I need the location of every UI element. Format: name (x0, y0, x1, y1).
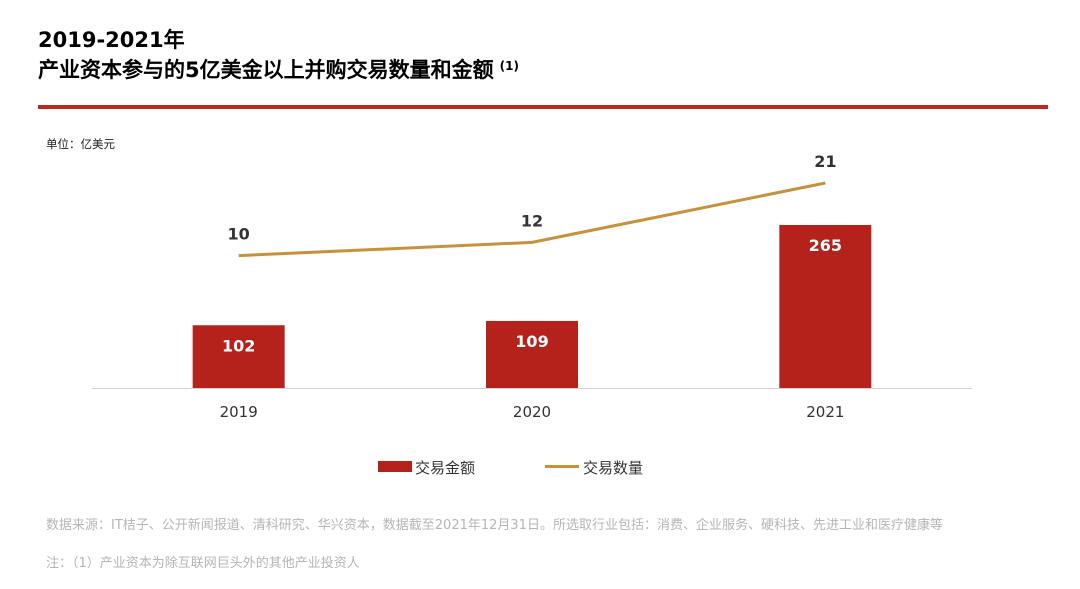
x-tick-label-2020: 2020 (513, 403, 551, 421)
bar-2021 (779, 225, 872, 388)
line-value-label-2019: 10 (228, 225, 250, 244)
x-tick-label-2021: 2021 (806, 403, 844, 421)
line-value-label-2020: 12 (521, 211, 543, 230)
bar-2019 (192, 325, 285, 388)
chart-title-note: (1) (499, 59, 519, 73)
line-value-label-2021: 21 (814, 152, 836, 171)
chart-title-line1: 2019-2021年 (38, 28, 185, 52)
bar-2020 (486, 320, 578, 388)
legend-line-label: 交易数量 (583, 459, 643, 477)
chart-title-main: 产业资本参与的5亿美金以上并购交易数量和金额 (38, 58, 494, 82)
footnote: 注：（1）产业资本为除互联网巨头外的其他产业投资人 (46, 556, 360, 571)
line-series-trade-count (238, 181, 826, 258)
unit-label: 单位：亿美元 (46, 137, 115, 151)
bar-value-label-2021: 265 (809, 236, 842, 255)
data-source-note: 数据来源：IT桔子、公开新闻报道、清科研究、华兴资本，数据截至2021年12月3… (46, 518, 943, 533)
chart-title-line2: 产业资本参与的5亿美金以上并购交易数量和金额 (1) (38, 57, 519, 86)
bar-value-label-2019: 102 (222, 336, 255, 355)
title-divider (38, 105, 1048, 109)
x-tick-label-2019: 2019 (220, 403, 258, 421)
legend-bar-label: 交易金额 (415, 459, 475, 477)
bar-value-label-2020: 109 (515, 332, 548, 351)
legend-bar-swatch (378, 461, 412, 472)
